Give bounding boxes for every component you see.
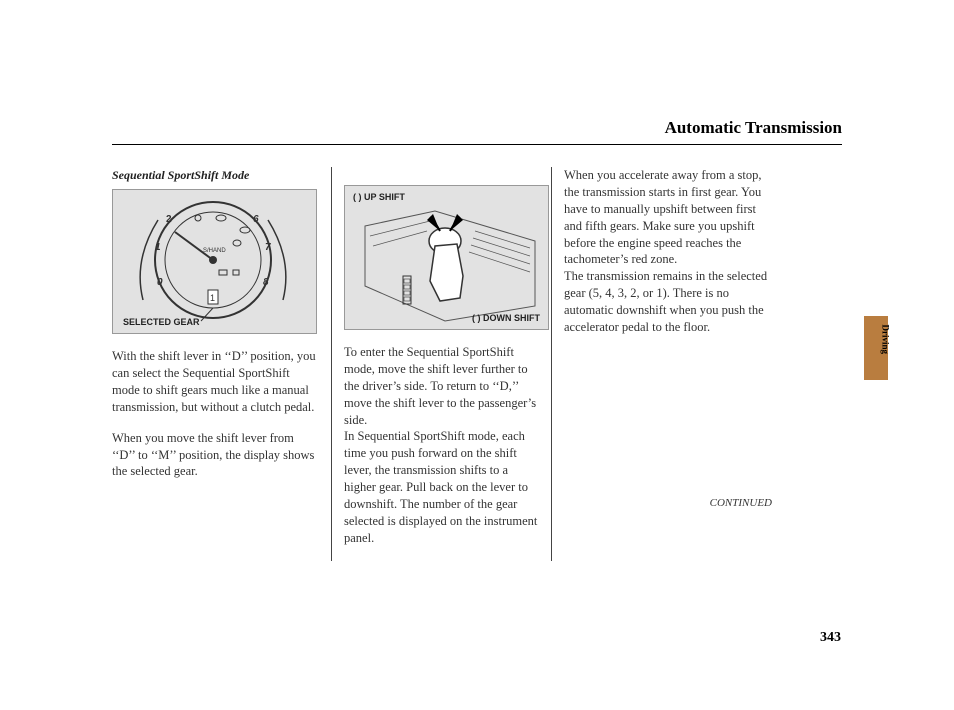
shifter-illustration — [345, 186, 550, 331]
col3-paragraph-1: When you accelerate away from a stop, th… — [564, 167, 772, 268]
figure-label-selected-gear: SELECTED GEAR — [123, 316, 200, 328]
svg-text:2: 2 — [166, 214, 172, 225]
column-1: Sequential SportShift Mode 2 1 0 6 7 8 S… — [112, 167, 332, 561]
svg-text:0: 0 — [157, 277, 163, 288]
col3-paragraph-2: The transmission remains in the selected… — [564, 268, 772, 336]
content-columns: Sequential SportShift Mode 2 1 0 6 7 8 S… — [112, 167, 842, 561]
column-3: When you accelerate away from a stop, th… — [552, 167, 772, 561]
page-header: Automatic Transmission — [112, 118, 842, 145]
section-tab-label: Driving — [881, 324, 891, 354]
figure-label-upshift: ( ) UP SHIFT — [353, 191, 405, 203]
svg-text:6: 6 — [253, 214, 259, 225]
col1-paragraph-2: When you move the shift lever from ‘‘D’’… — [112, 430, 319, 481]
figure-shifter: ( ) UP SHIFT ( ) DOWN SHIFT — [344, 185, 549, 330]
col2-paragraph-2: In Sequential SportShift mode, each time… — [344, 428, 539, 546]
svg-text:8: 8 — [263, 277, 269, 288]
figure-gauge: 2 1 0 6 7 8 S/HAND 1 SELE — [112, 189, 317, 334]
col2-paragraph-1: To enter the Sequential SportShift mode,… — [344, 344, 539, 428]
svg-text:S/HAND: S/HAND — [203, 248, 226, 254]
svg-text:7: 7 — [265, 242, 271, 253]
section-title: Sequential SportShift Mode — [112, 167, 319, 183]
figure-label-downshift: ( ) DOWN SHIFT — [472, 312, 540, 324]
gauge-illustration: 2 1 0 6 7 8 S/HAND 1 — [113, 190, 318, 335]
svg-text:1: 1 — [210, 293, 215, 303]
column-2: ( ) UP SHIFT ( ) DOWN SHIFT To enter the… — [332, 167, 552, 561]
svg-text:1: 1 — [155, 242, 161, 253]
page-content: Automatic Transmission Sequential SportS… — [112, 118, 842, 561]
col1-paragraph-1: With the shift lever in ‘‘D’’ position, … — [112, 348, 319, 416]
page-number: 343 — [820, 630, 841, 646]
continued-label: CONTINUED — [564, 496, 772, 511]
page-title: Automatic Transmission — [665, 118, 842, 137]
